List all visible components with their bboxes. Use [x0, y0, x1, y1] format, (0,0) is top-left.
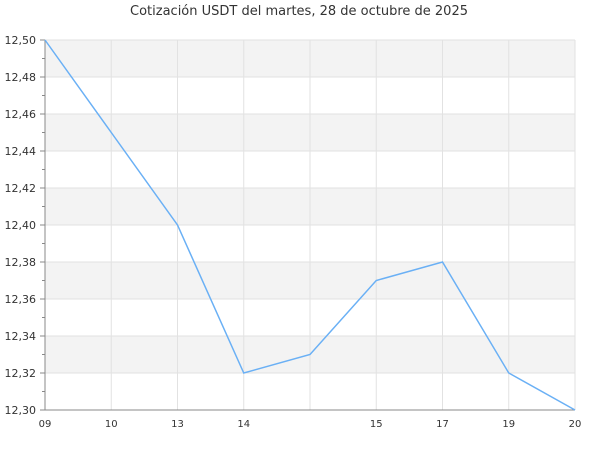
chart-title: Cotización USDT del martes, 28 de octubr…	[130, 4, 468, 19]
y-tick-label: 12,30	[5, 404, 37, 417]
y-tick-label: 12,34	[5, 330, 37, 343]
x-tick-label: 20	[569, 419, 582, 430]
x-tick-label: 17	[436, 419, 449, 430]
y-tick-label: 12,38	[5, 256, 37, 269]
x-tick-label: 19	[502, 419, 515, 430]
x-tick-label: 15	[370, 419, 383, 430]
x-tick-label: 14	[237, 419, 250, 430]
series-line	[44, 39, 576, 411]
y-tick-label: 12,48	[5, 71, 37, 84]
y-tick-label: 12,32	[5, 367, 37, 380]
y-tick-label: 12,40	[5, 219, 37, 232]
y-tick-label: 12,50	[5, 34, 37, 47]
x-tick-label: 09	[39, 419, 52, 430]
y-tick-label: 12,36	[5, 293, 37, 306]
y-tick-label: 12,44	[5, 145, 37, 158]
x-tick-label: 13	[171, 419, 184, 430]
x-tick-label: 10	[105, 419, 118, 430]
y-tick-label: 12,46	[5, 108, 37, 121]
y-tick-label: 12,42	[5, 182, 37, 195]
